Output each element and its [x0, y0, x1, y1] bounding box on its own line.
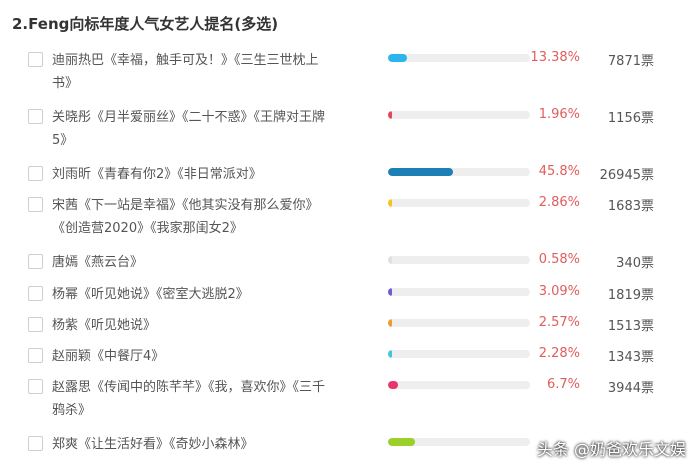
option-checkbox[interactable]	[28, 379, 43, 394]
vote-progress-track	[388, 256, 530, 264]
option-label: 迪丽热巴《幸福，触手可及！》《三生三世枕上书》	[52, 53, 319, 91]
vote-percentage: 1.96%	[538, 107, 580, 122]
vote-percentage: 2.86%	[538, 195, 580, 210]
vote-count: 26945票	[599, 168, 654, 183]
vote-progress-fill	[388, 256, 392, 264]
vote-percentage: 13.38%	[530, 50, 580, 65]
vote-count: 7871票	[607, 54, 654, 69]
option-label: 杨幂《听见她说》《密室大逃脱2》	[52, 287, 249, 302]
vote-progress-fill	[388, 438, 415, 446]
vote-count: 1343票	[607, 350, 654, 365]
option-checkbox[interactable]	[28, 166, 43, 181]
vote-progress-track	[388, 319, 530, 327]
vote-progress-track	[388, 350, 530, 358]
option-label: 关晓彤《月半爱丽丝》《二十不惑》《王牌对王牌5》	[52, 110, 326, 148]
option-checkbox[interactable]	[28, 286, 43, 301]
option-label: 赵丽颖《中餐厅4》	[52, 349, 165, 364]
watermark: 头条 @奶爸欢乐文娱	[536, 440, 686, 459]
option-checkbox[interactable]	[28, 197, 43, 212]
vote-progress-fill	[388, 381, 398, 389]
vote-progress-track	[388, 381, 530, 389]
vote-percentage: 6.7%	[546, 377, 580, 392]
option-checkbox[interactable]	[28, 348, 43, 363]
option-label: 郑爽《让生活好看》《奇妙小森林》	[52, 437, 254, 452]
vote-progress-fill	[388, 54, 407, 62]
vote-progress-track	[388, 168, 530, 176]
vote-percentage: 0.58%	[538, 252, 580, 267]
vote-count: 1513票	[607, 319, 654, 334]
vote-count: 1156票	[607, 111, 654, 126]
option-label: 唐嫣《燕云台》	[52, 255, 144, 270]
vote-progress-track	[388, 438, 530, 446]
vote-percentage: 3.09%	[538, 284, 580, 299]
vote-progress-fill	[388, 319, 392, 327]
option-label: 刘雨昕《青春有你2》《非日常派对》	[52, 167, 262, 182]
vote-progress-track	[388, 111, 530, 119]
poll-question-title: 2.Feng向标年度人气女艺人提名(多选)	[12, 15, 279, 33]
vote-progress-fill	[388, 199, 393, 207]
option-checkbox[interactable]	[28, 254, 43, 269]
vote-percentage: 2.57%	[538, 315, 580, 330]
vote-progress-track	[388, 288, 530, 296]
option-label: 杨紫《听见她说》	[52, 318, 157, 333]
vote-progress-track	[388, 54, 530, 62]
vote-progress-track	[388, 199, 530, 207]
vote-percentage: 45.8%	[538, 164, 580, 179]
vote-percentage: 2.28%	[538, 346, 580, 361]
vote-count: 1819票	[607, 288, 654, 303]
vote-count: 3944票	[607, 381, 654, 396]
option-label: 赵露思《传闻中的陈芊芊》《我，喜欢你》《三千鸦杀》	[52, 380, 326, 418]
vote-progress-fill	[388, 288, 393, 296]
vote-progress-fill	[388, 350, 392, 358]
option-label: 宋茜《下一站是幸福》《他其实没有那么爱你》《创造营2020》《我家那闺女2》	[52, 198, 319, 236]
option-checkbox[interactable]	[28, 109, 43, 124]
vote-progress-fill	[388, 168, 454, 176]
vote-count: 340票	[616, 256, 654, 271]
vote-progress-fill	[388, 111, 392, 119]
vote-count: 1683票	[607, 199, 654, 214]
option-checkbox[interactable]	[28, 52, 43, 67]
option-checkbox[interactable]	[28, 317, 43, 332]
option-checkbox[interactable]	[28, 436, 43, 451]
